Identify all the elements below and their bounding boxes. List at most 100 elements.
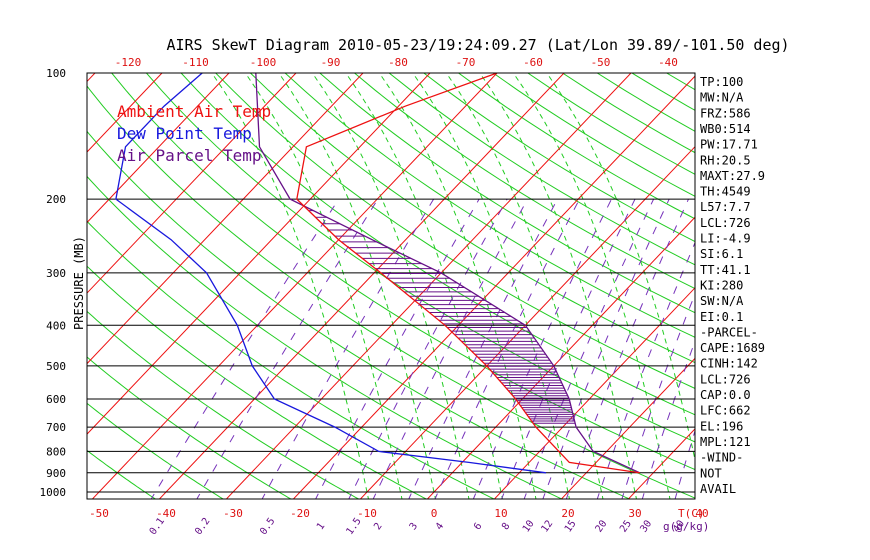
top-temp-tick-label: -40: [658, 56, 678, 69]
index-row: PW:17.71: [700, 138, 758, 152]
dry-adiabat-line: [146, 73, 695, 443]
isotherm-line: [87, 73, 230, 224]
index-row: AVAIL: [700, 482, 736, 496]
dew-point-line: [115, 73, 547, 474]
index-row: CAPE:1689: [700, 341, 765, 355]
pressure-tick-label: 1000: [40, 486, 67, 499]
isotherm-line: [87, 73, 297, 294]
index-row: LCL:726: [700, 216, 751, 230]
bottom-temp-tick-label: 40: [695, 507, 708, 520]
dry-adiabat-line: [87, 175, 563, 499]
mixing-ratio-line: [261, 198, 435, 499]
moist-adiabat-line: [345, 73, 503, 499]
index-row: LFC:662: [700, 404, 751, 418]
index-row: EI:0.1: [700, 310, 743, 324]
moist-adiabat-line: [546, 73, 695, 462]
isotherm-line: [87, 73, 364, 365]
isotherm-line: [87, 73, 431, 435]
pressure-tick-label: 900: [46, 467, 66, 480]
index-row: EL:196: [700, 419, 743, 433]
index-row: TP:100: [700, 75, 743, 89]
mixing-ratio-tick-label: 4: [434, 521, 446, 532]
index-row: SW:N/A: [700, 294, 744, 308]
index-row: MW:N/A: [700, 91, 744, 105]
legend: Ambient Air Temp Dew Point Temp Air Parcel…: [117, 102, 271, 165]
chart-title: AIRS SkewT Diagram 2010-05-23/19:24:09.2…: [166, 36, 789, 54]
parcel-temp-line: [255, 73, 641, 474]
dry-adiabat-line: [87, 220, 496, 499]
pressure-tick-label: 100: [46, 67, 66, 80]
index-row: MAXT:27.9: [700, 169, 765, 183]
index-row: L57:7.7: [700, 200, 751, 214]
legend-entry: Ambient Air Temp: [117, 102, 271, 121]
dry-adiabat-line: [87, 85, 695, 499]
bottom-temp-tick-label: 30: [628, 507, 641, 520]
dry-adiabat-line: [388, 73, 695, 266]
index-row: LI:-4.9: [700, 232, 751, 246]
index-row: MPL:121: [700, 435, 751, 449]
mixing-ratio-tick-label: 3: [408, 521, 420, 532]
frame-layer: [86, 72, 696, 500]
index-row: -WIND-: [700, 451, 743, 465]
mixing-ratio-tick-label: 2: [372, 521, 384, 532]
mixing-ratio-tick-label: 6: [472, 521, 484, 532]
top-temp-tick-label: -70: [456, 56, 476, 69]
mixing-ratio-line: [196, 198, 379, 499]
pressure-tick-label: 500: [46, 360, 66, 373]
dry-adiabat-line: [284, 73, 695, 338]
moist-adiabat-line: [211, 73, 369, 499]
series-layer: [115, 73, 641, 474]
index-row: CAP:0.0: [700, 388, 751, 402]
dry-adiabat-line: [319, 73, 695, 314]
bottom-temp-tick-label: 0: [431, 507, 438, 520]
pressure-tick-label: 600: [46, 393, 66, 406]
dry-adiabat-line: [87, 356, 292, 499]
pressure-tick-label: 300: [46, 267, 66, 280]
isotherm-line: [91, 73, 498, 499]
top-temp-tick-label: -120: [115, 56, 142, 69]
top-temp-tick-label: -90: [321, 56, 341, 69]
top-temp-tick-label: -110: [182, 56, 209, 69]
bottom-temp-tick-label: -50: [89, 507, 109, 520]
index-row: TT:41.1: [700, 263, 751, 277]
bottom-temp-unit-label: T(C): [678, 507, 705, 520]
index-row: CINH:142: [700, 357, 758, 371]
mixing-ratio-unit-label: g(g/kg): [663, 520, 709, 533]
moist-adiabat-line: [278, 73, 436, 499]
bottom-temp-tick-label: -10: [357, 507, 377, 520]
moist-adiabat-line: [412, 73, 570, 499]
mixing-ratio-tick-label: 1: [315, 521, 327, 532]
dry-adiabat-line: [87, 449, 157, 499]
mixing-ratio-line: [315, 198, 480, 499]
isotherm-line: [87, 73, 163, 153]
legend-entry: Air Parcel Temp: [117, 146, 262, 165]
plot-frame: [86, 72, 696, 500]
legend-entry: Dew Point Temp: [117, 124, 252, 143]
bottom-temp-tick-label: -40: [156, 507, 176, 520]
mixing-ratio-line: [472, 198, 612, 499]
bottom-temp-tick-label: -20: [290, 507, 310, 520]
isotherm-line: [225, 73, 632, 499]
isotherm-line: [560, 357, 695, 499]
mixing-ratio-line: [408, 198, 558, 499]
y-axis-label: PRESSURE (MB): [72, 236, 86, 330]
mixing-ratio-line: [523, 198, 655, 499]
index-row: WB0:514: [700, 122, 751, 136]
isotherm-line: [493, 287, 695, 499]
index-row: FRZ:586: [700, 106, 751, 120]
isotherm-line: [426, 216, 695, 499]
pressure-tick-label: 700: [46, 421, 66, 434]
index-row: TH:4549: [700, 185, 751, 199]
index-row: -PARCEL-: [700, 325, 758, 339]
mixing-ratio-line: [501, 198, 636, 499]
ambient-temp-line: [296, 73, 640, 474]
mixing-ratio-line: [348, 198, 508, 499]
isotherm-line: [627, 428, 695, 499]
mixing-ratio-tick-label: 8: [500, 521, 512, 532]
dry-adiabat-line: [250, 73, 695, 364]
index-row: RH:20.5: [700, 153, 751, 167]
pressure-tick-label: 800: [46, 445, 66, 458]
dry-adiabat-line: [215, 73, 695, 389]
index-row: SI:6.1: [700, 247, 743, 261]
